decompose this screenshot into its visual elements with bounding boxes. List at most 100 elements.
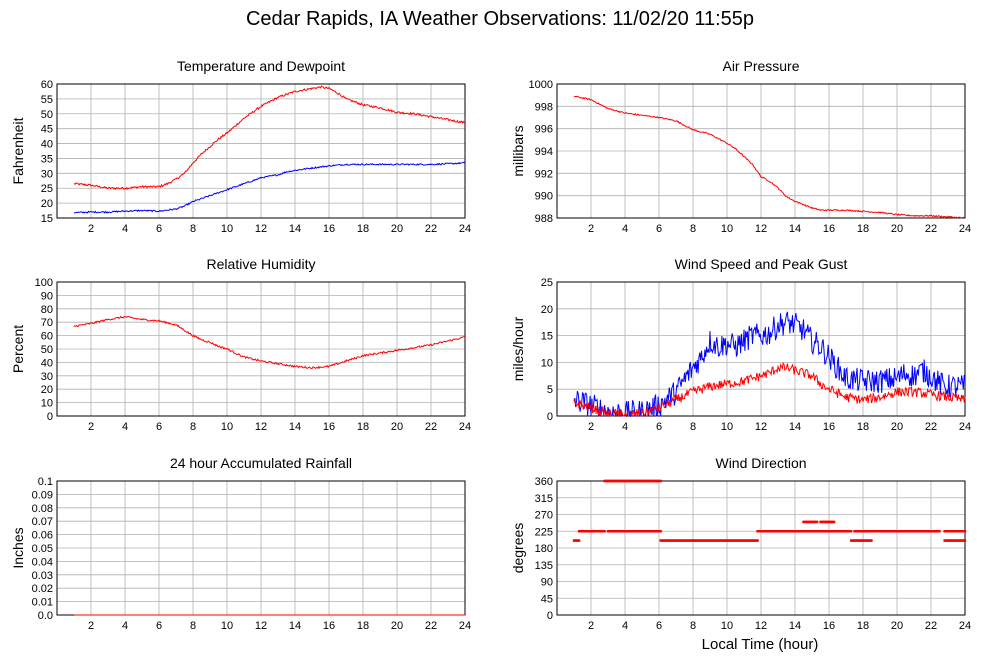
data-point (659, 479, 662, 483)
x-tick-label: 10 (721, 421, 733, 433)
x-tick-label: 8 (190, 223, 196, 235)
x-tick-label: 20 (891, 223, 903, 235)
x-tick-label: 2 (588, 223, 594, 235)
x-tick-label: 24 (959, 421, 971, 433)
data-point (756, 539, 759, 542)
x-tick-label: 22 (425, 223, 437, 235)
y-axis-label: Percent (10, 325, 26, 373)
data-point (849, 530, 853, 533)
y-tick-label: 20 (41, 198, 53, 210)
data-point (870, 539, 873, 542)
y-tick-label: 1000 (529, 79, 553, 91)
y-axis-label: Fahrenheit (10, 117, 26, 184)
x-tick-label: 6 (156, 223, 162, 235)
chart-title: Wind Direction (715, 455, 806, 471)
x-tick-label: 14 (289, 620, 301, 632)
y-tick-label: 180 (535, 543, 553, 555)
chart-title: 24 hour Accumulated Rainfall (170, 455, 352, 471)
x-tick-label: 14 (789, 223, 801, 235)
y-tick-label: 70 (41, 317, 53, 329)
x-tick-label: 20 (891, 421, 903, 433)
x-tick-label: 2 (88, 421, 94, 433)
x-tick-label: 2 (88, 620, 94, 632)
direction-chart: 2 4 6 8 10 12 14 16 18 20 22 2404590135180225270315… (510, 455, 971, 632)
x-tick-label: 18 (857, 620, 869, 632)
y-tick-label: 0.08 (32, 503, 53, 515)
y-tick-label: 25 (41, 183, 53, 195)
x-tick-label: 20 (391, 620, 403, 632)
y-tick-label: 15 (41, 213, 53, 225)
y-tick-label: 80 (41, 304, 53, 316)
x-tick-label: 20 (391, 223, 403, 235)
x-tick-label: 4 (622, 421, 628, 433)
plot-border (56, 281, 466, 417)
y-tick-label: 50 (41, 344, 53, 356)
plot-border (556, 83, 966, 219)
y-tick-label: 360 (535, 476, 553, 488)
y-tick-label: 60 (41, 331, 53, 343)
humidity-chart: 2 4 6 8 10 12 14 16 18 20 22 2401020304050607080901… (10, 256, 471, 433)
x-tick-label: 12 (255, 223, 267, 235)
chart-title: Temperature and Dewpoint (177, 58, 345, 74)
y-tick-label: 996 (535, 124, 553, 136)
y-tick-label: 0.0 (38, 610, 53, 622)
x-tick-label: 16 (323, 620, 335, 632)
y-axis-label: millibars (510, 125, 526, 176)
chart-title: Air Pressure (722, 58, 799, 74)
y-tick-label: 0.03 (32, 570, 53, 582)
x-tick-label: 20 (891, 620, 903, 632)
x-tick-label: 8 (190, 620, 196, 632)
y-tick-label: 992 (535, 168, 553, 180)
series-line-1 (573, 362, 966, 418)
x-tick-label: 22 (925, 421, 937, 433)
x-tick-label: 14 (289, 223, 301, 235)
y-tick-label: 20 (541, 304, 553, 316)
x-tick-label: 22 (925, 620, 937, 632)
y-tick-label: 0 (547, 411, 553, 423)
y-tick-label: 994 (535, 146, 553, 158)
chart-title: Relative Humidity (207, 256, 316, 272)
x-tick-label: 2 (588, 620, 594, 632)
x-tick-label: 4 (122, 620, 128, 632)
y-tick-label: 0.07 (32, 516, 53, 528)
x-tick-label: 16 (823, 223, 835, 235)
x-tick-label: 2 (588, 421, 594, 433)
x-tick-label: 14 (289, 421, 301, 433)
y-tick-label: 315 (535, 493, 553, 505)
series-line-0 (73, 85, 466, 190)
y-tick-label: 0.09 (32, 489, 53, 501)
plot-border (556, 281, 966, 417)
x-tick-label: 14 (789, 421, 801, 433)
y-tick-label: 135 (535, 560, 553, 572)
x-tick-label: 8 (190, 421, 196, 433)
x-tick-label: 18 (357, 421, 369, 433)
x-tick-label: 4 (622, 620, 628, 632)
chart-title: Wind Speed and Peak Gust (675, 256, 848, 272)
x-axis-label: Local Time (hour) (701, 636, 819, 653)
page-title: Cedar Rapids, IA Weather Observations: 1… (245, 8, 755, 30)
data-point (963, 530, 967, 533)
data-point (963, 539, 967, 542)
x-tick-label: 4 (622, 223, 628, 235)
y-tick-label: 50 (41, 109, 53, 121)
plot-border (56, 83, 466, 219)
x-tick-label: 20 (391, 421, 403, 433)
x-tick-label: 12 (255, 421, 267, 433)
x-tick-label: 8 (690, 421, 696, 433)
x-tick-label: 18 (857, 421, 869, 433)
x-tick-label: 6 (656, 620, 662, 632)
data-point (832, 520, 836, 524)
y-tick-label: 40 (41, 357, 53, 369)
x-tick-label: 14 (789, 620, 801, 632)
series-line-1 (73, 161, 466, 214)
data-point (938, 530, 941, 533)
x-tick-label: 6 (156, 421, 162, 433)
y-tick-label: 0.02 (32, 583, 53, 595)
x-tick-label: 6 (156, 620, 162, 632)
x-tick-label: 6 (656, 223, 662, 235)
y-tick-label: 0 (547, 610, 553, 622)
data-point (577, 539, 581, 542)
y-tick-label: 0.06 (32, 530, 53, 542)
x-tick-label: 24 (459, 223, 471, 235)
